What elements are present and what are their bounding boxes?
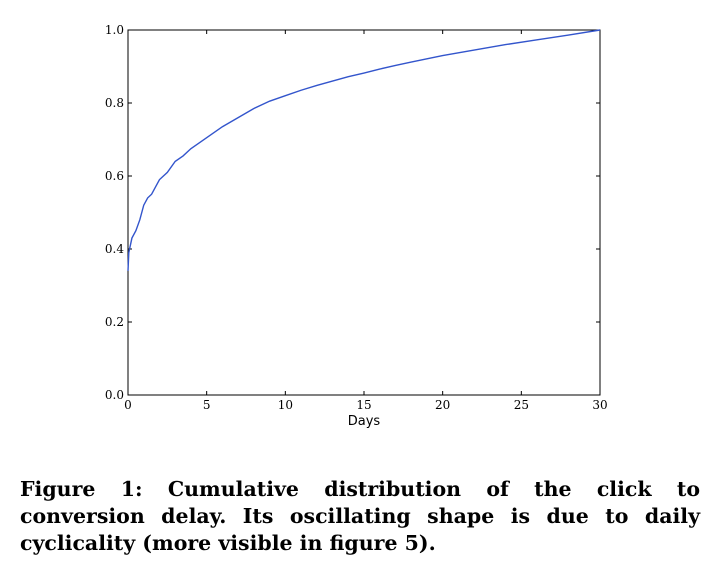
x-tick-label: 20 xyxy=(435,398,450,412)
y-tick-label: 1.0 xyxy=(105,23,124,37)
tick-labels: 0 5 10 15 20 25 30 0.0 0.2 0.4 0.6 0.8 1.0 xyxy=(105,23,608,412)
axis-ticks xyxy=(127,29,601,396)
figure-caption: Figure 1: Cumulative distribution of the… xyxy=(20,477,700,555)
y-tick-label: 0.8 xyxy=(105,96,124,110)
y-tick-label: 0.0 xyxy=(105,388,124,402)
x-tick-label: 5 xyxy=(203,398,211,412)
x-tick-label: 0 xyxy=(124,398,132,412)
series-line xyxy=(127,29,601,271)
cdf-chart: 0 5 10 15 20 25 30 0.0 0.2 0.4 0.6 0.8 1.0 Days xyxy=(105,23,608,429)
x-axis-label: Days xyxy=(348,414,381,429)
x-tick-label: 30 xyxy=(592,398,607,412)
x-tick-label: 10 xyxy=(278,398,293,412)
y-tick-label: 0.4 xyxy=(105,242,124,256)
x-tick-label: 25 xyxy=(514,398,529,412)
y-tick-label: 0.6 xyxy=(105,169,124,183)
x-tick-label: 15 xyxy=(356,398,371,412)
y-tick-label: 0.2 xyxy=(105,315,124,329)
plot-area-frame xyxy=(127,29,601,396)
